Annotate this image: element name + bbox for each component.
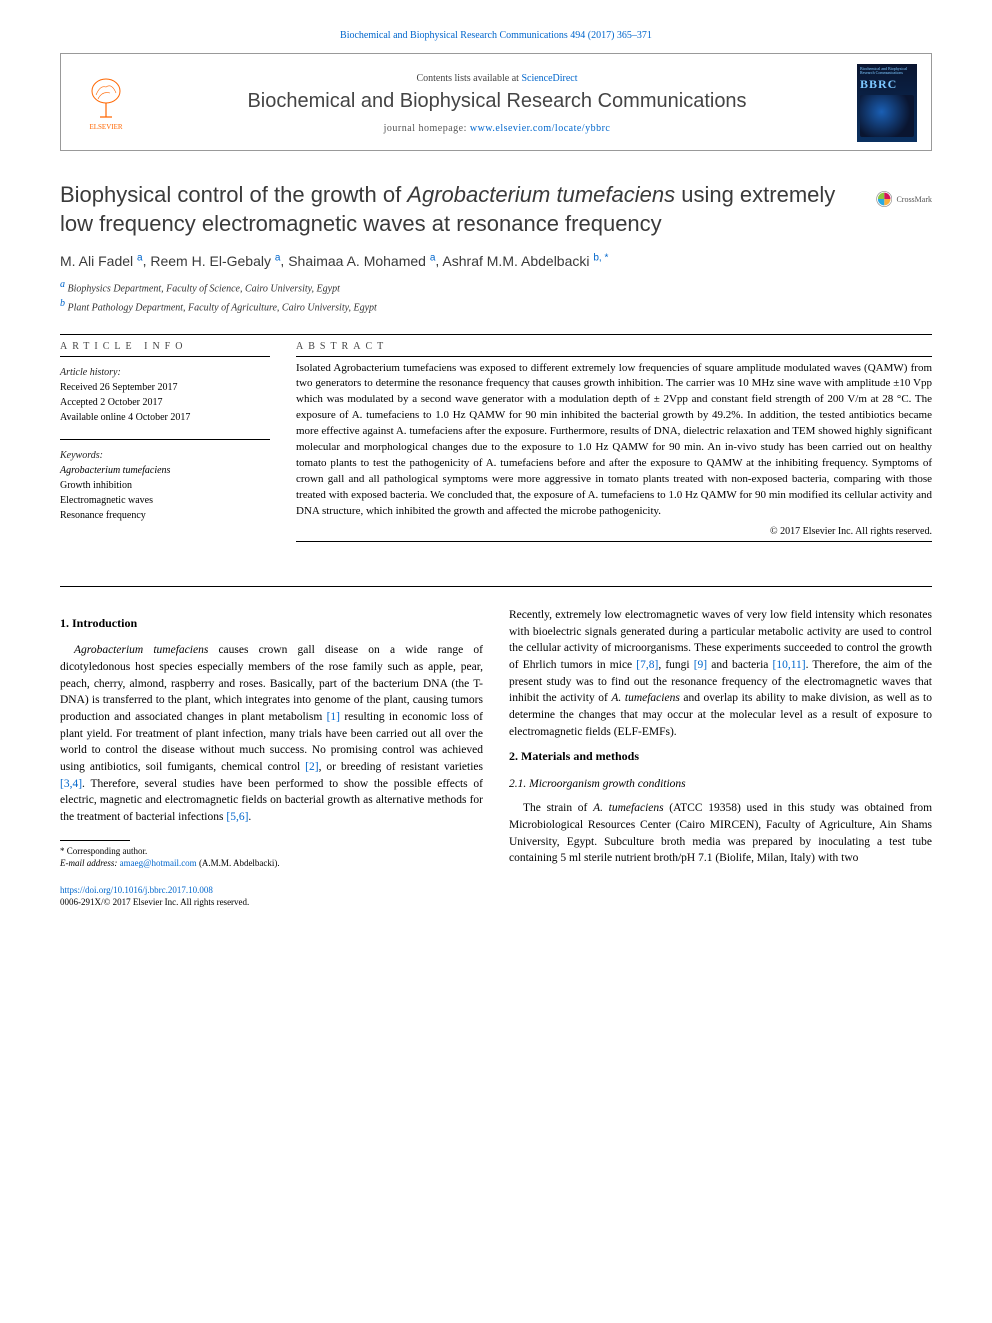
email-line: E-mail address: amaeg@hotmail.com (A.M.M… [60, 857, 483, 870]
cover-title-line: Biochemical and Biophysical Research Com… [860, 67, 914, 76]
divider [60, 586, 932, 587]
author: Reem H. El-Gebaly a [150, 253, 280, 269]
corresponding-author-note: * Corresponding author. [60, 845, 483, 858]
issn-copyright: 0006-291X/© 2017 Elsevier Inc. All right… [60, 896, 932, 909]
masthead-center: Contents lists available at ScienceDirec… [151, 73, 843, 134]
homepage-link[interactable]: www.elsevier.com/locate/ybbrc [470, 123, 610, 134]
ref-link[interactable]: [10,11] [773, 659, 806, 671]
page-footer: https://doi.org/10.1016/j.bbrc.2017.10.0… [60, 884, 932, 909]
history-online: Available online 4 October 2017 [60, 410, 270, 425]
doi-link[interactable]: https://doi.org/10.1016/j.bbrc.2017.10.0… [60, 885, 213, 895]
keyword: Resonance frequency [60, 508, 270, 523]
subsection-heading-microorganism: 2.1. Microorganism growth conditions [509, 776, 932, 793]
affiliation: b Plant Pathology Department, Faculty of… [60, 296, 932, 315]
history-label: Article history: [60, 365, 270, 380]
title-species: Agrobacterium tumefaciens [407, 182, 675, 207]
affiliation-list: a Biophysics Department, Faculty of Scie… [60, 277, 932, 316]
abstract-copyright: © 2017 Elsevier Inc. All rights reserved… [296, 526, 932, 537]
keyword: Electromagnetic waves [60, 493, 270, 508]
keyword: Growth inhibition [60, 478, 270, 493]
abstract-heading: ABSTRACT [296, 341, 932, 352]
ref-link[interactable]: [5,6] [226, 811, 248, 823]
email-label: E-mail address: [60, 858, 120, 868]
contents-text: Contents lists available at [416, 73, 521, 84]
crossmark-label: CrossMark [896, 195, 932, 204]
keyword: Agrobacterium tumefaciens [60, 463, 270, 478]
ref-link[interactable]: [3,4] [60, 778, 82, 790]
section-heading-introduction: 1. Introduction [60, 615, 483, 632]
author-email-link[interactable]: amaeg@hotmail.com [120, 858, 197, 868]
journal-masthead: ELSEVIER Contents lists available at Sci… [60, 53, 932, 151]
article-title: Biophysical control of the growth of Agr… [60, 181, 862, 238]
journal-name: Biochemical and Biophysical Research Com… [151, 90, 843, 113]
homepage-label: journal homepage: [384, 123, 470, 134]
intro-paragraph-1: Agrobacterium tumefaciens causes crown g… [60, 642, 483, 825]
email-author-name: (A.M.M. Abdelbacki). [197, 858, 280, 868]
elsevier-label: ELSEVIER [89, 123, 122, 131]
divider [60, 334, 932, 335]
article-info-heading: ARTICLE INFO [60, 341, 270, 352]
keywords-label: Keywords: [60, 448, 270, 463]
divider [296, 356, 932, 357]
ref-link[interactable]: [9] [694, 659, 707, 671]
crossmark-badge[interactable]: CrossMark [876, 181, 932, 217]
abstract-text: Isolated Agrobacterium tumefaciens was e… [296, 361, 932, 520]
cover-abbrev: BBRC [860, 78, 914, 91]
author: Ashraf M.M. Abdelbacki b, * [442, 253, 608, 269]
running-header: Biochemical and Biophysical Research Com… [60, 30, 932, 41]
ref-link[interactable]: [1] [327, 711, 340, 723]
footnotes: * Corresponding author. E-mail address: … [60, 845, 483, 870]
journal-homepage: journal homepage: www.elsevier.com/locat… [151, 123, 843, 134]
author: M. Ali Fadel a [60, 253, 143, 269]
divider [60, 439, 270, 440]
history-accepted: Accepted 2 October 2017 [60, 395, 270, 410]
article-history: Article history: Received 26 September 2… [60, 365, 270, 425]
intro-paragraph-2: Recently, extremely low electromagnetic … [509, 607, 932, 740]
title-pre: Biophysical control of the growth of [60, 182, 407, 207]
abstract-panel: ABSTRACT Isolated Agrobacterium tumefaci… [296, 341, 932, 546]
section-heading-methods: 2. Materials and methods [509, 748, 932, 765]
contents-list-line: Contents lists available at ScienceDirec… [151, 73, 843, 84]
author: Shaimaa A. Mohamed a [288, 253, 435, 269]
author-list: M. Ali Fadel a, Reem H. El-Gebaly a, Sha… [60, 252, 932, 269]
methods-paragraph-1: The strain of A. tumefaciens (ATCC 19358… [509, 800, 932, 867]
footnote-divider [60, 840, 130, 841]
article-info-panel: ARTICLE INFO Article history: Received 2… [60, 341, 270, 546]
ref-link[interactable]: [7,8] [636, 659, 658, 671]
cover-art [860, 95, 914, 137]
divider [296, 541, 932, 542]
crossmark-icon [876, 186, 892, 212]
history-received: Received 26 September 2017 [60, 380, 270, 395]
elsevier-logo: ELSEVIER [75, 68, 137, 138]
divider [60, 356, 270, 357]
article-body: 1. Introduction Agrobacterium tumefacien… [60, 607, 932, 870]
ref-link[interactable]: [2] [305, 761, 318, 773]
journal-cover-thumbnail: Biochemical and Biophysical Research Com… [857, 64, 917, 142]
keywords-block: Keywords: Agrobacterium tumefaciens Grow… [60, 448, 270, 523]
sciencedirect-link[interactable]: ScienceDirect [521, 73, 577, 84]
affiliation: a Biophysics Department, Faculty of Scie… [60, 277, 932, 296]
